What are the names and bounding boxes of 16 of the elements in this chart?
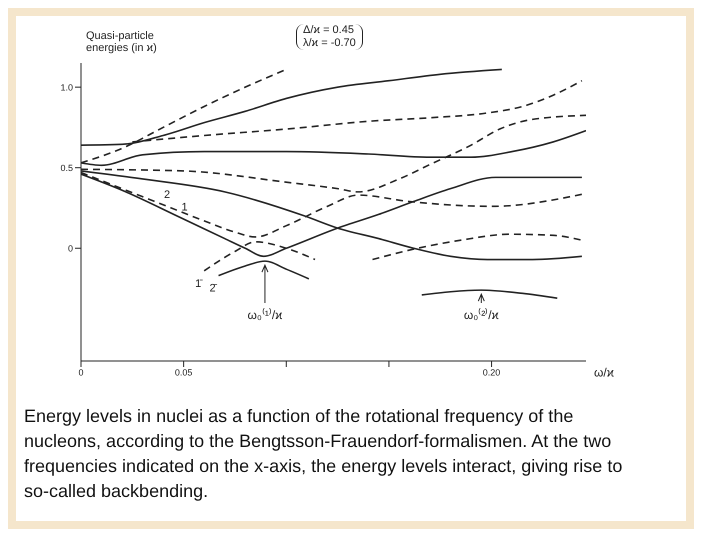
annotation: ω₀⁽¹⁾/ϰ [247, 308, 282, 322]
text: Energy levels in nuclei as a function of the rotational frequency of the nucleons, according to the Bengtsson-Frauendorf-formalismen. At the two frequencies indicated on the x-axis, the energy levels interact, giving rise to so-called backbending. [24, 405, 624, 503]
y-tick-label: 0.5 [60, 162, 73, 173]
parentheses: Δ/ϰ = 0.45 λ/ϰ = -0.70 [296, 24, 363, 50]
x-axis-title: ω/ϰ [594, 365, 614, 380]
x-tick-label: 0.20 [482, 367, 500, 378]
annotation: 2 [164, 188, 170, 201]
annotation: ω₀⁽²⁾/ϰ [464, 308, 499, 322]
y-axis-title: Quasi-particle energies (in ϰ) [86, 30, 158, 54]
annotation: 1̄ [195, 278, 204, 290]
y-tick-label: 1.0 [60, 82, 73, 92]
annotation: 2̄ [209, 282, 218, 295]
x-tick-label: 0.05 [174, 367, 192, 378]
x-tick-label: 0 [78, 367, 84, 378]
y-tick-label: 0 [68, 243, 73, 254]
annotation: 1 [182, 202, 188, 214]
